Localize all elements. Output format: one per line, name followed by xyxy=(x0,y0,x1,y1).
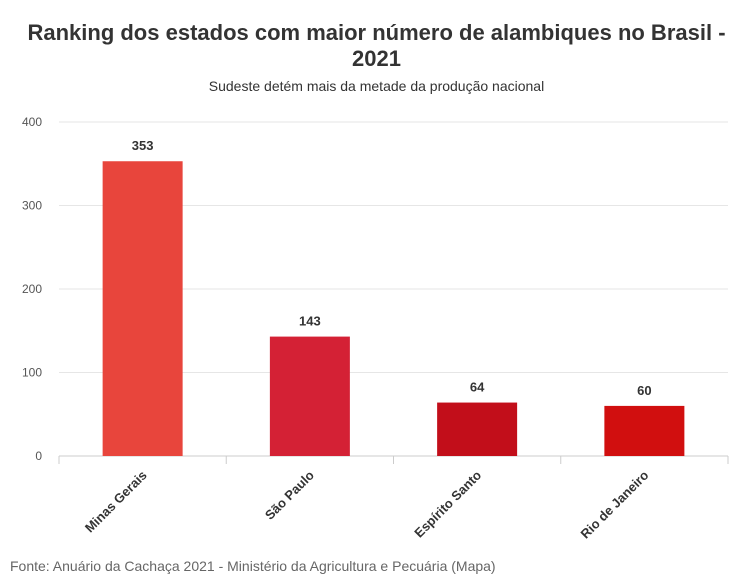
y-tick-label: 300 xyxy=(22,199,42,213)
chart-subtitle: Sudeste detém mais da metade da produção… xyxy=(208,78,545,94)
y-tick-label: 200 xyxy=(22,282,42,296)
data-label: 353 xyxy=(132,138,154,153)
bar xyxy=(437,402,518,456)
chart-title: Ranking dos estados com maior número de … xyxy=(27,20,726,71)
y-tick-label: 400 xyxy=(22,115,42,129)
x-category-label: Rio de Janeiro xyxy=(578,467,652,541)
x-category-label: Minas Gerais xyxy=(82,468,150,536)
source-note: Fonte: Anuário da Cachaça 2021 - Ministé… xyxy=(10,558,496,574)
y-tick-label: 100 xyxy=(22,366,42,380)
x-category-label: São Paulo xyxy=(262,467,317,522)
bars xyxy=(102,161,685,456)
data-label: 64 xyxy=(470,380,485,395)
bar xyxy=(604,405,685,456)
x-category-label: Espírito Santo xyxy=(411,467,484,540)
bar xyxy=(102,161,183,456)
bar xyxy=(269,336,350,456)
data-label: 60 xyxy=(637,383,651,398)
data-label: 143 xyxy=(299,314,321,329)
y-tick-label: 0 xyxy=(35,449,42,463)
